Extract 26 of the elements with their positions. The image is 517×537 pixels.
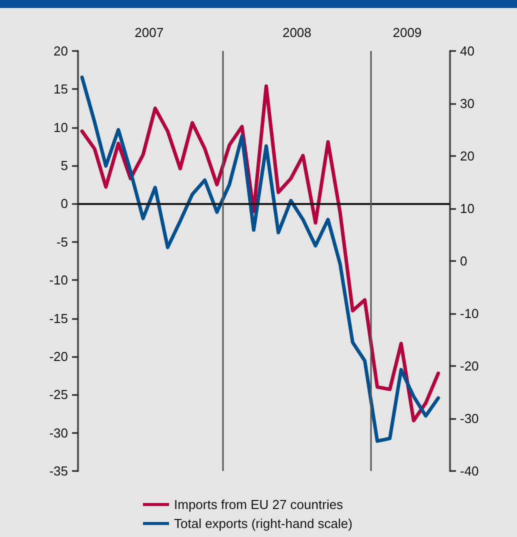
y-tick-label: 0 [60,196,68,212]
legend-label: Imports from EU 27 countries [174,497,344,512]
y-tick-label: -5 [56,234,68,250]
y2-tick-label: -10 [460,306,479,321]
y-tick-label: -30 [49,425,68,440]
y2-tick-label: -20 [460,358,479,374]
y-tick-label: -25 [49,387,68,402]
y-tick-label: 5 [60,158,68,174]
x-tick-label: 2009 [392,25,422,40]
y2-tick-label: 30 [460,96,474,111]
x-tick-label: 2007 [134,25,164,40]
y2-tick-label: 40 [460,44,474,58]
x-tick-label: 2008 [282,25,312,40]
y-tick-label: -15 [49,310,68,326]
y2-tick-label: -40 [460,464,479,478]
y-tick-label: -10 [49,272,68,288]
y-tick-label: -20 [49,348,68,364]
y2-tick-label: 10 [460,201,474,216]
legend-label: Total exports (right-hand scale) [174,516,352,531]
y2-tick-label: -30 [460,411,479,426]
y-tick-label: 15 [54,82,68,97]
y2-tick-label: 0 [460,254,468,268]
y-tick-label: -35 [49,464,68,478]
y-tick-label: 10 [54,120,68,135]
y2-tick-label: 20 [460,148,474,164]
y-tick-label: 20 [54,44,68,58]
